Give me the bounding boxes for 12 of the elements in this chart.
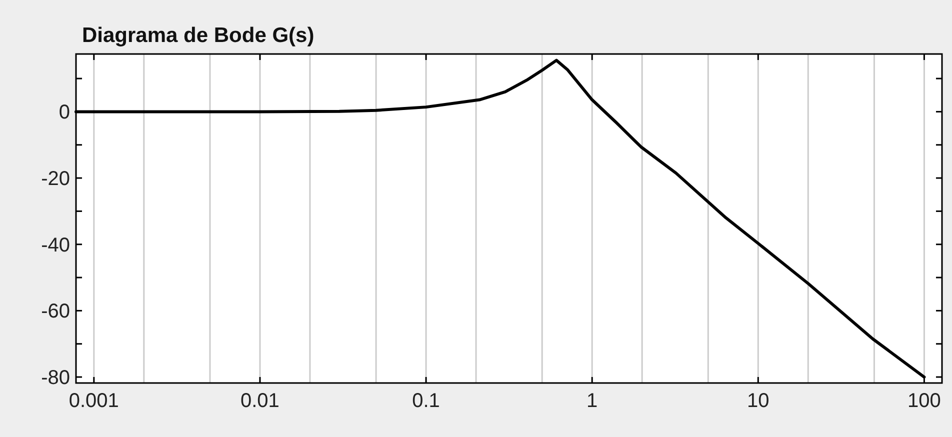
y-tick-label: -20 bbox=[41, 168, 70, 190]
y-tick-label: -60 bbox=[41, 300, 70, 323]
y-tick-label: 0 bbox=[58, 102, 70, 124]
chart-title: Diagrama de Bode G(s) bbox=[82, 24, 314, 47]
y-tick-label: -40 bbox=[41, 234, 70, 256]
x-tick-label: 0.001 bbox=[68, 390, 119, 412]
y-tick-label: -80 bbox=[41, 367, 70, 390]
x-tick-label: 10 bbox=[747, 390, 770, 412]
x-tick-label: 0.01 bbox=[240, 390, 280, 412]
x-tick-label: 1 bbox=[586, 390, 598, 412]
x-tick-label: 100 bbox=[908, 390, 941, 412]
x-tick-label: 0.1 bbox=[412, 390, 440, 412]
